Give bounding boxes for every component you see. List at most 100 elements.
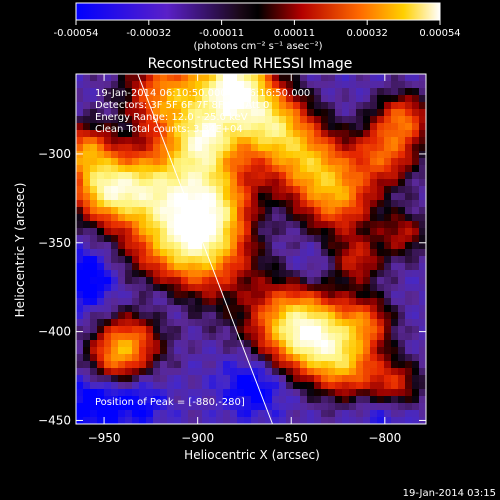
heatmap-cell bbox=[90, 137, 98, 145]
heatmap-cell bbox=[279, 284, 287, 292]
heatmap-cell bbox=[258, 354, 266, 362]
heatmap-cell bbox=[223, 207, 231, 215]
heatmap-cell bbox=[391, 389, 399, 397]
heatmap-cell bbox=[398, 172, 406, 180]
heatmap-cell bbox=[132, 88, 140, 96]
heatmap-cell bbox=[370, 95, 378, 103]
heatmap-cell bbox=[181, 347, 189, 355]
heatmap-cell bbox=[300, 333, 308, 341]
heatmap-cell bbox=[118, 375, 126, 383]
heatmap-cell bbox=[398, 368, 406, 376]
heatmap-cell bbox=[125, 333, 133, 341]
heatmap-cell bbox=[251, 249, 259, 257]
heatmap-cell bbox=[139, 305, 147, 313]
heatmap-cell bbox=[391, 228, 399, 236]
heatmap-cell bbox=[279, 158, 287, 166]
heatmap-cell bbox=[300, 81, 308, 89]
heatmap-cell bbox=[349, 312, 357, 320]
heatmap-cell bbox=[111, 256, 119, 264]
heatmap-cell bbox=[412, 326, 420, 334]
heatmap-cell bbox=[307, 417, 315, 424]
heatmap-cell bbox=[188, 249, 196, 257]
heatmap-cell bbox=[286, 207, 294, 215]
heatmap-cell bbox=[405, 375, 413, 383]
heatmap-cell bbox=[76, 284, 84, 292]
heatmap-cell bbox=[398, 144, 406, 152]
heatmap-cell bbox=[111, 368, 119, 376]
heatmap-cell bbox=[118, 417, 126, 424]
heatmap-cell bbox=[111, 95, 119, 103]
heatmap-cell bbox=[237, 340, 245, 348]
heatmap-cell bbox=[125, 305, 133, 313]
heatmap-cell bbox=[244, 263, 252, 271]
heatmap-cell bbox=[377, 102, 385, 110]
heatmap-cell bbox=[139, 291, 147, 299]
heatmap-cell bbox=[223, 116, 231, 124]
heatmap-cell bbox=[419, 74, 426, 82]
heatmap-cell bbox=[279, 263, 287, 271]
heatmap-cell bbox=[265, 375, 273, 383]
heatmap-cell bbox=[132, 270, 140, 278]
heatmap-cell bbox=[398, 298, 406, 306]
heatmap-cell bbox=[125, 340, 133, 348]
heatmap-cell bbox=[118, 249, 126, 257]
heatmap-cell bbox=[90, 123, 98, 131]
heatmap-cell bbox=[111, 242, 119, 250]
heatmap-cell bbox=[90, 221, 98, 229]
heatmap-cell bbox=[384, 200, 392, 208]
heatmap-cell bbox=[83, 263, 91, 271]
heatmap-cell bbox=[279, 207, 287, 215]
heatmap-cell bbox=[97, 200, 105, 208]
heatmap-cell bbox=[300, 319, 308, 327]
heatmap-cell bbox=[167, 361, 175, 369]
heatmap-cell bbox=[195, 207, 203, 215]
heatmap-cell bbox=[223, 172, 231, 180]
heatmap-cell bbox=[188, 235, 196, 243]
heatmap-cell bbox=[377, 200, 385, 208]
heatmap-cell bbox=[153, 298, 161, 306]
heatmap-cell bbox=[167, 389, 175, 397]
heatmap-cell bbox=[307, 382, 315, 390]
heatmap-cell bbox=[321, 368, 329, 376]
heatmap-cell bbox=[153, 249, 161, 257]
heatmap-cell bbox=[335, 102, 343, 110]
heatmap-cell bbox=[174, 109, 182, 117]
heatmap-cell bbox=[279, 95, 287, 103]
heatmap-cell bbox=[314, 116, 322, 124]
heatmap-cell bbox=[118, 95, 126, 103]
heatmap-cell bbox=[118, 179, 126, 187]
heatmap-cell bbox=[139, 389, 147, 397]
heatmap-cell bbox=[391, 396, 399, 404]
heatmap-cell bbox=[188, 361, 196, 369]
heatmap-cell bbox=[209, 95, 217, 103]
heatmap-cell bbox=[419, 186, 426, 194]
heatmap-cell bbox=[300, 375, 308, 383]
heatmap-cell bbox=[223, 382, 231, 390]
heatmap-cell bbox=[370, 403, 378, 411]
heatmap-cell bbox=[398, 312, 406, 320]
heatmap-cell bbox=[405, 200, 413, 208]
heatmap-cell bbox=[237, 277, 245, 285]
heatmap-cell bbox=[349, 340, 357, 348]
heatmap-cell bbox=[307, 256, 315, 264]
heatmap-cell bbox=[265, 333, 273, 341]
heatmap-cell bbox=[335, 354, 343, 362]
heatmap-cell bbox=[356, 389, 364, 397]
heatmap-cell bbox=[286, 81, 294, 89]
heatmap-cell bbox=[223, 109, 231, 117]
heatmap-cell bbox=[209, 123, 217, 131]
heatmap-cell bbox=[251, 130, 259, 138]
heatmap-cell bbox=[237, 123, 245, 131]
heatmap-cell bbox=[146, 347, 154, 355]
heatmap-cell bbox=[153, 221, 161, 229]
heatmap-cell bbox=[237, 179, 245, 187]
heatmap-cell bbox=[356, 235, 364, 243]
heatmap-cell bbox=[181, 88, 189, 96]
heatmap-cell bbox=[251, 417, 259, 424]
heatmap-cell bbox=[363, 242, 371, 250]
heatmap-cell bbox=[419, 249, 426, 257]
heatmap-cell bbox=[258, 186, 266, 194]
heatmap-cell bbox=[265, 249, 273, 257]
heatmap-cell bbox=[97, 214, 105, 222]
heatmap-cell bbox=[391, 179, 399, 187]
